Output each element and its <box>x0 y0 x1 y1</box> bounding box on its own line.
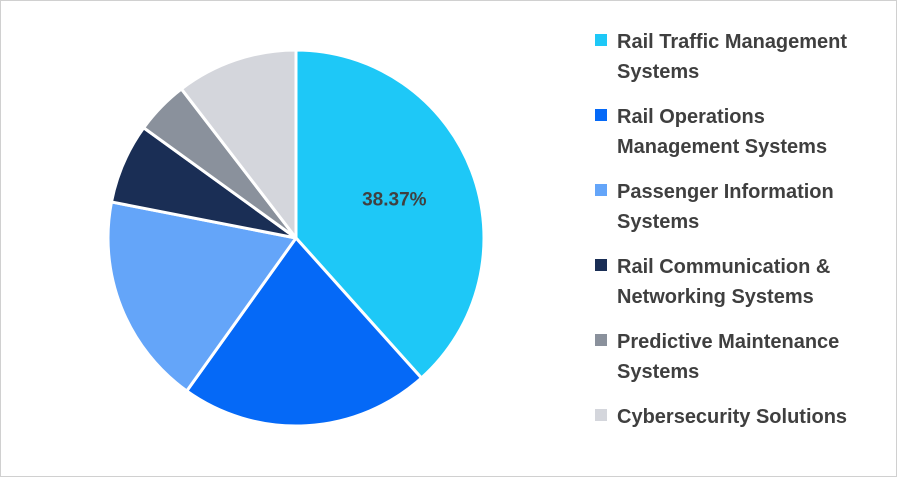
legend-label: Rail Communication & Networking Systems <box>617 256 831 308</box>
legend: Rail Traffic Management Systems Rail Ope… <box>595 27 885 477</box>
pie-slice[interactable] <box>185 236 423 428</box>
legend-label: Passenger Information Systems <box>617 181 834 233</box>
pie-data-labels: 38.37% <box>362 189 427 210</box>
legend-swatch <box>595 259 607 271</box>
pie-slices <box>106 48 486 428</box>
pie-slice[interactable] <box>294 48 486 380</box>
legend-item-rail-communication-networking[interactable]: Rail Communication & Networking Systems <box>595 252 885 327</box>
legend-label: Rail Operations Management Systems <box>617 106 828 158</box>
legend-item-rail-traffic-management[interactable]: Rail Traffic Management Systems <box>595 27 885 102</box>
legend-swatch <box>595 334 607 346</box>
pie-slice[interactable] <box>179 48 298 240</box>
legend-swatch <box>595 184 607 196</box>
legend-label: Cybersecurity Solutions <box>617 406 848 428</box>
legend-item-cybersecurity-solutions[interactable]: Cybersecurity Solutions <box>595 402 885 477</box>
legend-item-rail-operations-management[interactable]: Rail Operations Management Systems <box>595 102 885 177</box>
legend-label: Rail Traffic Management Systems <box>617 31 848 83</box>
legend-item-passenger-information[interactable]: Passenger Information Systems <box>595 177 885 252</box>
slice-data-label: 38.37% <box>362 189 427 210</box>
legend-label: Predictive Maintenance Systems <box>617 331 840 383</box>
legend-swatch <box>595 409 607 421</box>
legend-swatch <box>595 34 607 46</box>
legend-swatch <box>595 109 607 121</box>
pie-slice[interactable] <box>106 200 298 393</box>
legend-item-predictive-maintenance[interactable]: Predictive Maintenance Systems <box>595 327 885 402</box>
